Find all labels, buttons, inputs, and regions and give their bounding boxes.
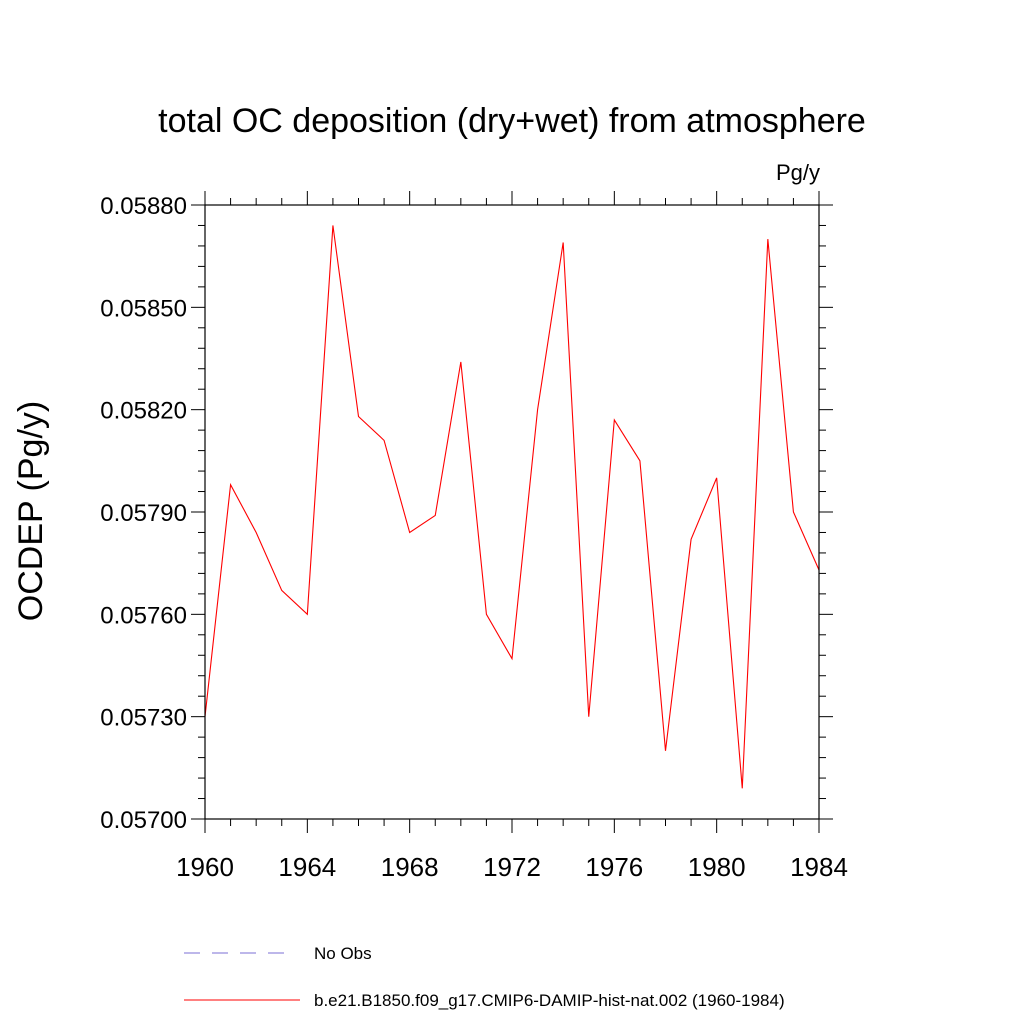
y-axis-label: OCDEP (Pg/y) (12, 401, 50, 621)
units-label: Pg/y (776, 160, 820, 185)
y-tick-labels: 0.05700 0.05730 0.05760 0.05790 0.05820 0.058… (100, 193, 187, 834)
y-tick-label: 0.05880 (100, 193, 187, 220)
legend-label-model: b.e21.B1850.f09_g17.CMIP6-DAMIP-hist-nat… (314, 991, 785, 1010)
legend: No Obs b.e21.B1850.f09_g17.CMIP6-DAMIP-h… (184, 944, 785, 1010)
chart-title: total OC deposition (dry+wet) from atmos… (158, 102, 866, 140)
y-tick-label: 0.05700 (100, 807, 187, 834)
legend-label-no-obs: No Obs (314, 944, 372, 963)
y-tick-label: 0.05760 (100, 602, 187, 629)
x-tick-label: 1972 (483, 852, 541, 882)
x-tick-label: 1968 (381, 852, 439, 882)
x-tick-label: 1980 (688, 852, 746, 882)
y-tick-label: 0.05730 (100, 705, 187, 732)
x-tick-label: 1960 (176, 852, 234, 882)
x-tick-labels: 1960 1964 1968 1972 1976 1980 1984 (176, 852, 848, 882)
y-tick-label: 0.05850 (100, 295, 187, 322)
y-tick-label: 0.05790 (100, 500, 187, 527)
axis-ticks (191, 191, 833, 833)
x-tick-label: 1976 (585, 852, 643, 882)
plot-area (204, 225, 820, 789)
y-tick-label: 0.05820 (100, 398, 187, 425)
plot-frame (204, 204, 820, 820)
x-tick-label: 1964 (278, 852, 336, 882)
x-tick-label: 1984 (790, 852, 848, 882)
series-line (204, 225, 820, 789)
